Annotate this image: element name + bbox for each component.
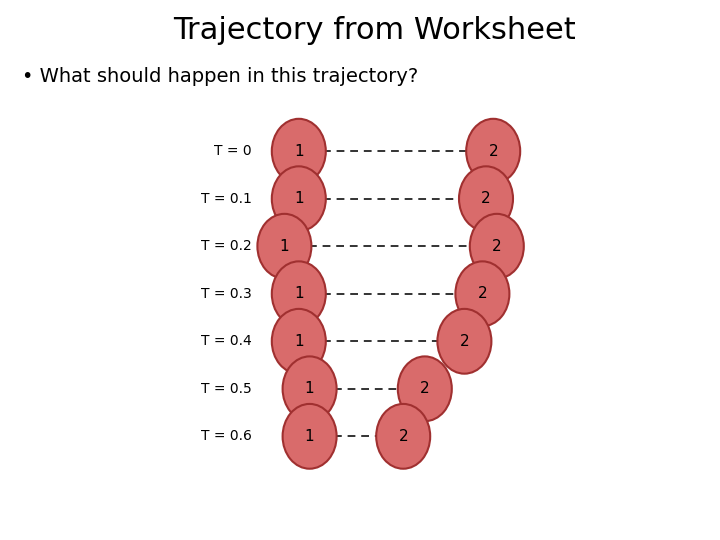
Text: T = 0.5: T = 0.5	[202, 382, 252, 396]
Ellipse shape	[377, 404, 431, 469]
Text: T = 0: T = 0	[215, 144, 252, 158]
Text: 2: 2	[492, 239, 502, 254]
Ellipse shape	[456, 261, 510, 326]
Text: T = 0.2: T = 0.2	[202, 239, 252, 253]
Text: 1: 1	[279, 239, 289, 254]
Text: • What should happen in this trajectory?: • What should happen in this trajectory?	[22, 68, 418, 86]
Text: T = 0.3: T = 0.3	[202, 287, 252, 301]
Ellipse shape	[272, 261, 325, 326]
Ellipse shape	[272, 166, 325, 231]
Text: 2: 2	[481, 191, 491, 206]
Ellipse shape	[467, 119, 521, 184]
Text: 1: 1	[294, 286, 304, 301]
Ellipse shape	[469, 214, 523, 279]
Ellipse shape	[258, 214, 312, 279]
Text: 1: 1	[294, 334, 304, 349]
Ellipse shape	[272, 309, 325, 374]
Text: 2: 2	[459, 334, 469, 349]
Text: 2: 2	[488, 144, 498, 159]
Text: 1: 1	[294, 144, 304, 159]
Text: T = 0.1: T = 0.1	[201, 192, 252, 206]
Text: Trajectory from Worksheet: Trajectory from Worksheet	[173, 16, 576, 45]
Text: T = 0.4: T = 0.4	[202, 334, 252, 348]
Text: 2: 2	[420, 381, 430, 396]
Text: 2: 2	[477, 286, 487, 301]
Ellipse shape	[272, 119, 325, 184]
Text: 2: 2	[398, 429, 408, 444]
Text: T = 0.6: T = 0.6	[201, 429, 252, 443]
Text: 1: 1	[305, 381, 315, 396]
Ellipse shape	[283, 404, 337, 469]
Ellipse shape	[438, 309, 492, 374]
Ellipse shape	[283, 356, 337, 421]
Text: 1: 1	[294, 191, 304, 206]
Ellipse shape	[397, 356, 452, 421]
Text: 1: 1	[305, 429, 315, 444]
Ellipse shape	[459, 166, 513, 231]
